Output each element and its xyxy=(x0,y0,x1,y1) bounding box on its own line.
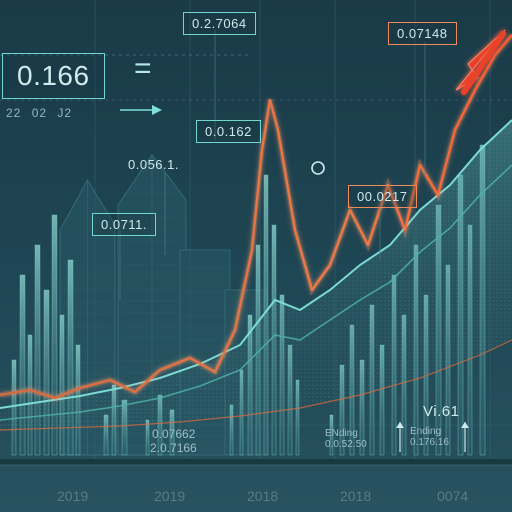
value-label-5: 00.0217 xyxy=(348,185,417,208)
footer-label-1: 2.0.7166 xyxy=(150,442,197,455)
value-label-1: 0.07148 xyxy=(388,22,457,45)
main-value-box: 0.166 xyxy=(2,53,105,99)
xaxis-label-0: 2019 xyxy=(57,488,88,504)
value-label-3: 0.056.1. xyxy=(128,157,179,172)
footer-label-2: ENding0.0.52.50 xyxy=(325,428,367,450)
xaxis-label-2: 2018 xyxy=(247,488,278,504)
value-label-4: 0.0711. xyxy=(92,213,156,236)
equals-symbol: = xyxy=(134,52,152,86)
value-label-0: 0.2.7064 xyxy=(183,12,256,35)
footer-label-3: Ending0.176.16 xyxy=(410,426,449,448)
financial-chart: 0.166 = 22 02 J2 0.2.7064 0.07148 0.0.162 0… xyxy=(0,0,512,512)
value-label-2: 0.0.162 xyxy=(196,120,261,143)
timeline-arrow-icon xyxy=(120,102,162,118)
xaxis-label-3: 2018 xyxy=(340,488,371,504)
v-label: Vi.61 xyxy=(423,403,459,420)
timeline-sequence: 22 02 J2 xyxy=(6,106,78,120)
xaxis-label-4: 0074 xyxy=(437,488,468,504)
footer-label-0: 0.07662 xyxy=(152,428,195,441)
xaxis-label-1: 2019 xyxy=(154,488,185,504)
